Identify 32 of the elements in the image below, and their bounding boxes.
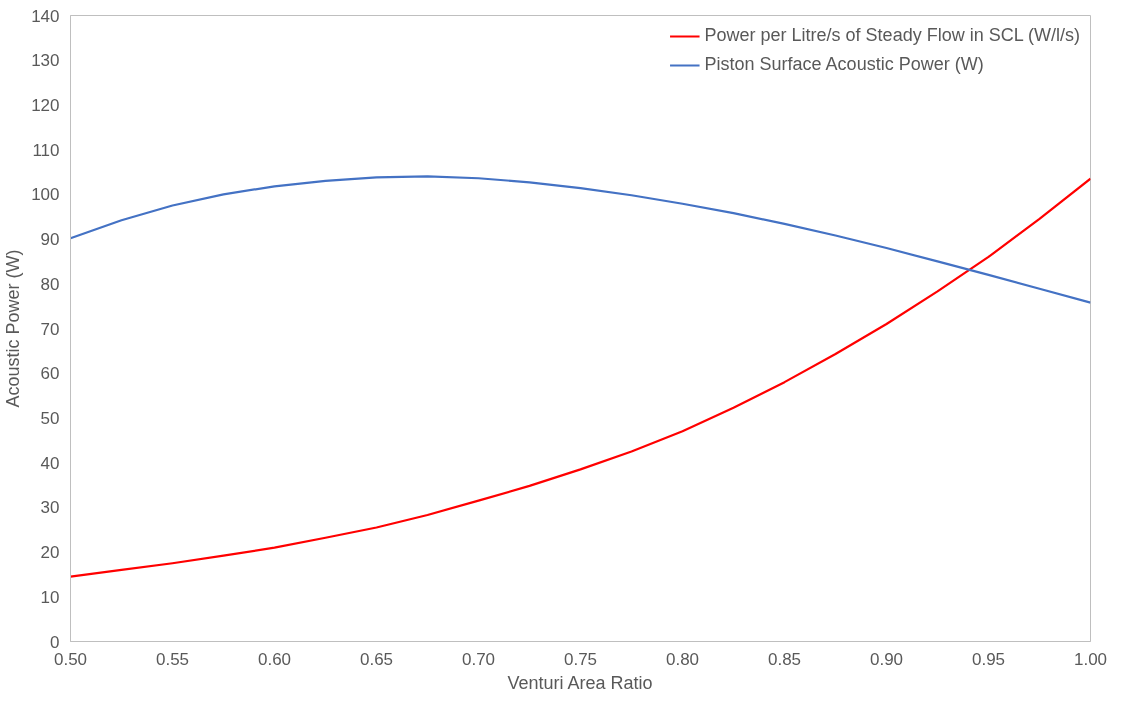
x-tick-label: 0.50 xyxy=(53,649,88,669)
y-tick-label: 70 xyxy=(40,319,60,339)
x-tick-label: 0.70 xyxy=(461,649,496,669)
x-tick-label: 0.85 xyxy=(767,649,802,669)
y-tick-label: 30 xyxy=(40,498,60,518)
y-tick-label: 40 xyxy=(40,453,60,473)
y-tick-label: 110 xyxy=(32,140,60,160)
x-tick-label: 1.00 xyxy=(1073,649,1108,669)
x-tick-label: 0.55 xyxy=(155,649,190,669)
y-tick-label: 20 xyxy=(40,543,60,563)
y-tick-label: 120 xyxy=(31,95,60,115)
y-tick-label: 90 xyxy=(40,230,60,250)
line-series xyxy=(70,175,1091,304)
y-tick-label: 0 xyxy=(50,632,60,652)
y-tick-label: 10 xyxy=(40,587,60,607)
x-tick-label: 0.65 xyxy=(359,649,394,669)
y-tick-label: 60 xyxy=(40,364,60,384)
y-tick-label: 50 xyxy=(40,408,60,428)
legend-label: Power per Litre/s of Steady Flow in SCL (W/l/s) xyxy=(704,25,1080,46)
y-tick-label: 130 xyxy=(31,51,60,71)
line-series xyxy=(70,177,1091,578)
x-tick-label: 0.95 xyxy=(971,649,1006,669)
y-tick-label: 100 xyxy=(31,185,60,205)
x-tick-label: 0.90 xyxy=(869,649,904,669)
x-tick-label: 0.75 xyxy=(563,649,598,669)
y-tick-label: 140 xyxy=(31,6,60,26)
y-tick-label: 80 xyxy=(40,274,60,294)
x-axis-title: Venturi Area Ratio xyxy=(507,672,653,693)
x-tick-label: 0.60 xyxy=(257,649,292,669)
legend-label: Piston Surface Acoustic Power (W) xyxy=(704,54,984,75)
x-tick-label: 0.80 xyxy=(665,649,700,669)
y-axis-title: Acoustic Power (W) xyxy=(3,249,24,408)
